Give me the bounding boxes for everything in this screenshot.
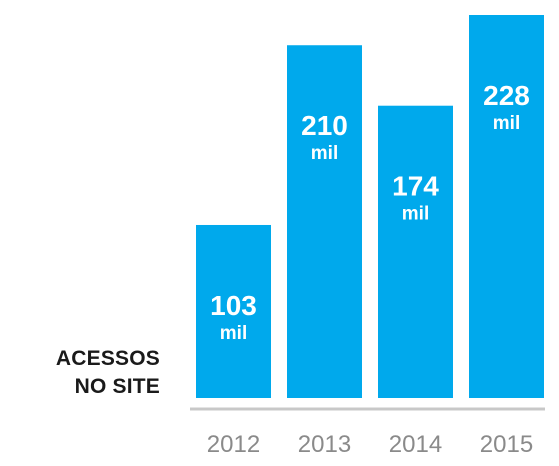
data-label-2014: 174 xyxy=(392,171,439,202)
bar-2015 xyxy=(469,15,544,398)
data-label-2015: 228 xyxy=(483,80,530,111)
x-tick-label-2013: 2013 xyxy=(298,431,351,458)
bar-2013 xyxy=(287,45,362,398)
bar-2012 xyxy=(196,224,271,398)
axis-label-line-1: ACESSOS xyxy=(55,347,160,370)
bar-2014 xyxy=(378,105,453,399)
data-unit-label-2014: mil xyxy=(402,204,429,225)
data-unit-label-2015: mil xyxy=(493,113,520,134)
data-label-2012: 103 xyxy=(210,290,257,321)
data-unit-label-2012: mil xyxy=(220,323,247,344)
data-label-2013: 210 xyxy=(301,110,348,141)
data-unit-label-2013: mil xyxy=(311,143,338,164)
x-tick-label-2015: 2015 xyxy=(480,431,533,458)
x-tick-label-2014: 2014 xyxy=(389,431,442,458)
axis-label-line-2: NO SITE xyxy=(74,375,160,398)
x-tick-label-2012: 2012 xyxy=(207,431,260,458)
